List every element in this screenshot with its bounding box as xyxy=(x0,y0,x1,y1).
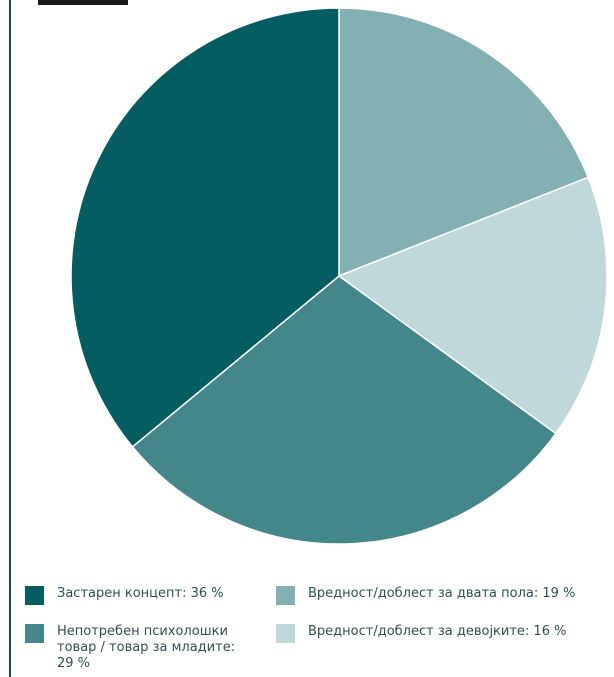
pie-slice-2 xyxy=(131,275,557,545)
legend-swatch xyxy=(276,586,295,605)
pie-slice-0 xyxy=(338,7,590,278)
pie-slice-3 xyxy=(70,7,340,448)
legend-swatch xyxy=(25,586,44,605)
legend-label: Вредност/доблест за двата пола: 19 % xyxy=(308,586,576,601)
chart-legend: Застарен концепт: 36 % Вредност/доблест … xyxy=(25,586,610,676)
left-border-rule xyxy=(9,0,11,677)
pie-slices xyxy=(70,7,608,545)
legend-label: Вредност/доблест за девојките: 16 % xyxy=(308,624,567,639)
legend-item-nepotreben-tovar: Непотребен психолошки товар / товар за м… xyxy=(25,624,255,672)
pie-slice-1 xyxy=(337,176,608,435)
legend-item-vrednost-devojkite: Вредност/доблест за девојките: 16 % xyxy=(276,624,566,643)
legend-swatch xyxy=(276,624,295,643)
top-title-fragment xyxy=(38,0,128,5)
legend-item-zastaren-koncept: Застарен концепт: 36 % xyxy=(25,586,224,605)
legend-label: Непотребен психолошки товар / товар за м… xyxy=(57,624,236,671)
legend-item-vrednost-dvata-pola: Вредност/доблест за двата пола: 19 % xyxy=(276,586,575,605)
legend-label: Застарен концепт: 36 % xyxy=(57,586,224,601)
legend-swatch xyxy=(25,624,44,643)
